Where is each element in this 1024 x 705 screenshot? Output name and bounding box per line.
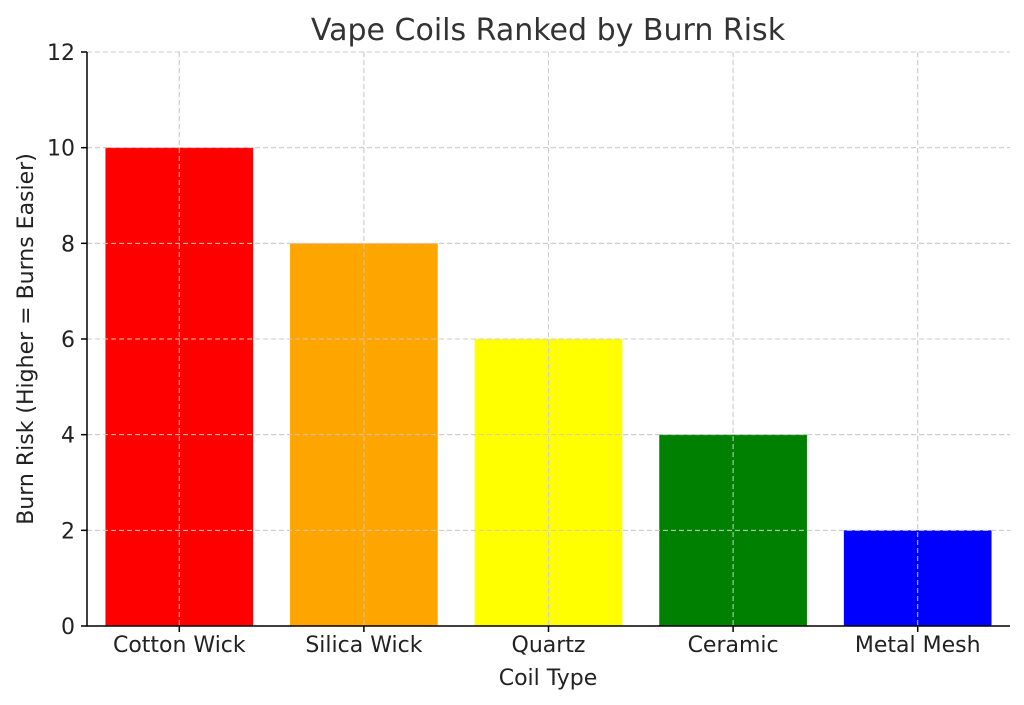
x-tick-label: Cotton Wick <box>113 633 246 658</box>
y-tick-label: 0 <box>61 615 75 640</box>
y-tick-label: 12 <box>47 41 75 66</box>
bar-quartz <box>474 339 623 626</box>
bar-cotton-wick <box>105 147 254 626</box>
y-tick-label: 10 <box>47 137 75 162</box>
x-tick-label: Metal Mesh <box>855 633 981 658</box>
bar-metal-mesh <box>843 530 992 626</box>
y-axis-label: Burn Risk (Higher = Burns Easier) <box>14 153 39 525</box>
x-tick-label: Quartz <box>512 633 586 658</box>
x-tick-label: Silica Wick <box>305 633 422 658</box>
chart-title: Vape Coils Ranked by Burn Risk <box>311 13 786 48</box>
x-tick-labels: Cotton Wick Silica Wick Quartz Ceramic Metal… <box>113 626 981 658</box>
y-tick-labels: 0 2 4 6 8 10 12 <box>47 41 87 640</box>
bars <box>87 51 1010 627</box>
y-tick-label: 6 <box>61 328 75 353</box>
x-tick-label: Ceramic <box>688 633 779 658</box>
x-axis-label: Coil Type <box>499 666 598 691</box>
y-tick-label: 4 <box>61 424 75 449</box>
y-tick-label: 2 <box>61 519 75 544</box>
y-tick-label: 8 <box>61 232 75 257</box>
